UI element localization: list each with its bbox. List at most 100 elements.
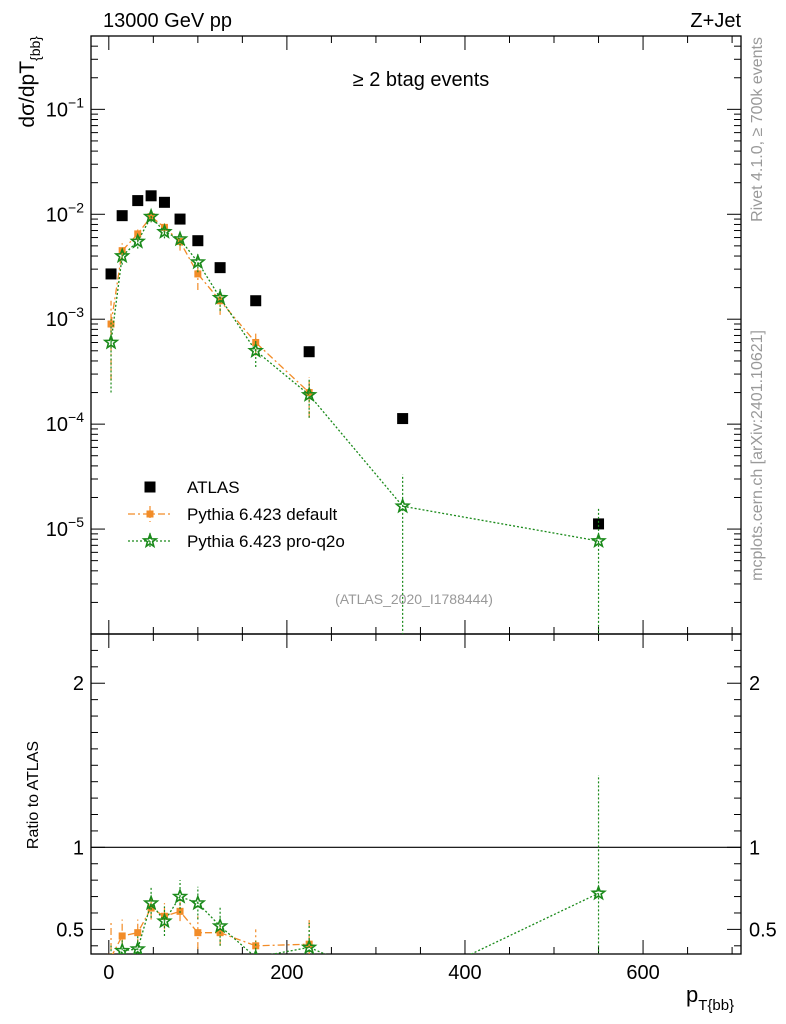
ratio-point: [134, 929, 142, 937]
data-point: [214, 262, 226, 274]
y-tick-label-base: 10: [46, 204, 68, 226]
data-point: [397, 413, 409, 425]
y-axis-label: dσ/dpT: [16, 61, 39, 128]
legend: ATLAS Pythia 6.423 default Pythia 6.423 pr…: [128, 478, 345, 551]
y-tick-label: 10−3: [46, 304, 84, 331]
legend-label: ATLAS: [187, 478, 240, 497]
data-point: [142, 207, 160, 224]
legend-marker: [141, 532, 159, 549]
ratio-y-axis-label: Ratio to ATLAS: [25, 741, 42, 849]
data-point: [300, 386, 318, 402]
legend-marker: [144, 481, 156, 493]
y-tick-label-exp: −1: [68, 94, 84, 110]
x-tick-label: 200: [270, 962, 303, 984]
side-label-bottom: mcplots.cern.ch [arXiv:2401.10621]: [749, 330, 766, 581]
data-point: [171, 230, 189, 247]
main-series-layer: [102, 190, 607, 634]
series-line: [110, 215, 310, 394]
data-point: [105, 268, 117, 280]
data-point: [129, 232, 147, 249]
svg-text:dσ/dpT{bb}: dσ/dpT{bb}: [16, 36, 43, 128]
ratio-series-layer: [107, 775, 607, 992]
ratio-point: [107, 953, 115, 954]
y-tick-label-base: 10: [46, 309, 68, 331]
data-point: [211, 289, 229, 305]
analysis-label: (ATLAS_2020_I1788444): [335, 591, 493, 607]
ratio-tick-label: 2: [73, 673, 84, 695]
svg-text:pT{bb}: pT{bb}: [686, 982, 734, 1014]
chart-title: ≥ 2 btag events: [353, 69, 490, 91]
ratio-point: [397, 980, 409, 992]
ratio-tick-label: 0.5: [56, 919, 84, 941]
data-point: [250, 295, 262, 307]
x-tick-label: 0: [103, 962, 114, 984]
ratio-point: [156, 912, 173, 929]
legend-item-1: Pythia 6.423 default: [128, 505, 338, 524]
data-point: [593, 518, 605, 530]
y-tick-label-exp: −3: [68, 304, 84, 320]
ratio-point: [113, 941, 131, 954]
x-tick-label: 600: [626, 962, 659, 984]
legend-marker: [146, 510, 154, 518]
data-point: [156, 223, 173, 239]
ratio-point: [305, 940, 313, 948]
x-axis-label: p: [686, 982, 698, 1007]
series-1-main: [107, 211, 313, 418]
ratio-line: [111, 907, 310, 954]
ratio-tick-label-right: 2: [749, 673, 760, 695]
data-point: [132, 195, 144, 207]
legend-label: Pythia 6.423 default: [187, 505, 338, 524]
data-point: [247, 342, 265, 358]
legend-item-2: Pythia 6.423 pro-q2o: [128, 532, 345, 551]
data-point: [394, 497, 411, 514]
legend-item-0: ATLAS: [144, 478, 240, 497]
y-tick-label-exp: −4: [68, 409, 84, 425]
ratio-line: [119, 892, 599, 954]
header-left-label: 13000 GeV pp: [103, 10, 232, 32]
y-tick-label-exp: −2: [68, 199, 84, 215]
y-axis-title: dσ/dpT{bb}: [16, 36, 43, 128]
ratio-point: [300, 938, 318, 954]
ratio-point: [118, 932, 126, 940]
ratio-point: [171, 887, 189, 904]
side-label-top: Rivet 4.1.0, ≥ 700k events: [749, 37, 766, 222]
header-right-label: Z+Jet: [690, 10, 741, 32]
data-point: [113, 247, 131, 264]
ratio-point: [129, 940, 147, 954]
ratio-point: [194, 929, 202, 937]
ratio-point: [253, 948, 258, 954]
ratio-point: [189, 894, 207, 911]
data-point: [158, 196, 170, 208]
y-tick-label: 10−2: [46, 199, 84, 226]
ratio-tick-label-right: 1: [749, 837, 760, 859]
legend-label: Pythia 6.423 pro-q2o: [187, 532, 345, 551]
y-tick-label-base: 10: [46, 99, 68, 121]
ratio-point: [252, 942, 260, 950]
ratio-axis-ticks: 0 200 400 600 0.5 0.5 1 1 2 2: [56, 634, 777, 984]
y-axis-label-sub: {bb}: [27, 36, 43, 61]
x-axis-label-sub: T{bb}: [698, 997, 734, 1014]
data-point: [116, 210, 128, 222]
data-point: [192, 235, 204, 247]
data-point: [590, 532, 607, 549]
y-tick-label-base: 10: [46, 414, 68, 436]
ratio-tick-label-right: 0.5: [749, 919, 777, 941]
y-tick-label: 10−5: [46, 514, 84, 541]
ratio-point: [142, 894, 160, 911]
data-point: [189, 253, 207, 270]
data-point: [102, 333, 120, 350]
ratio-plot-frame: [90, 633, 742, 955]
data-point: [145, 190, 157, 202]
ratio-point: [211, 917, 229, 934]
data-point: [174, 213, 186, 225]
x-axis-title: pT{bb}: [686, 982, 734, 1014]
y-tick-label-exp: −5: [68, 514, 84, 530]
y-tick-label: 10−4: [46, 409, 84, 436]
y-tick-label: 10−1: [46, 94, 84, 121]
data-point: [194, 270, 202, 278]
series-line: [110, 215, 599, 542]
series-2-ratio: [110, 775, 607, 992]
ratio-tick-label: 1: [73, 837, 84, 859]
ratio-point: [590, 884, 607, 901]
